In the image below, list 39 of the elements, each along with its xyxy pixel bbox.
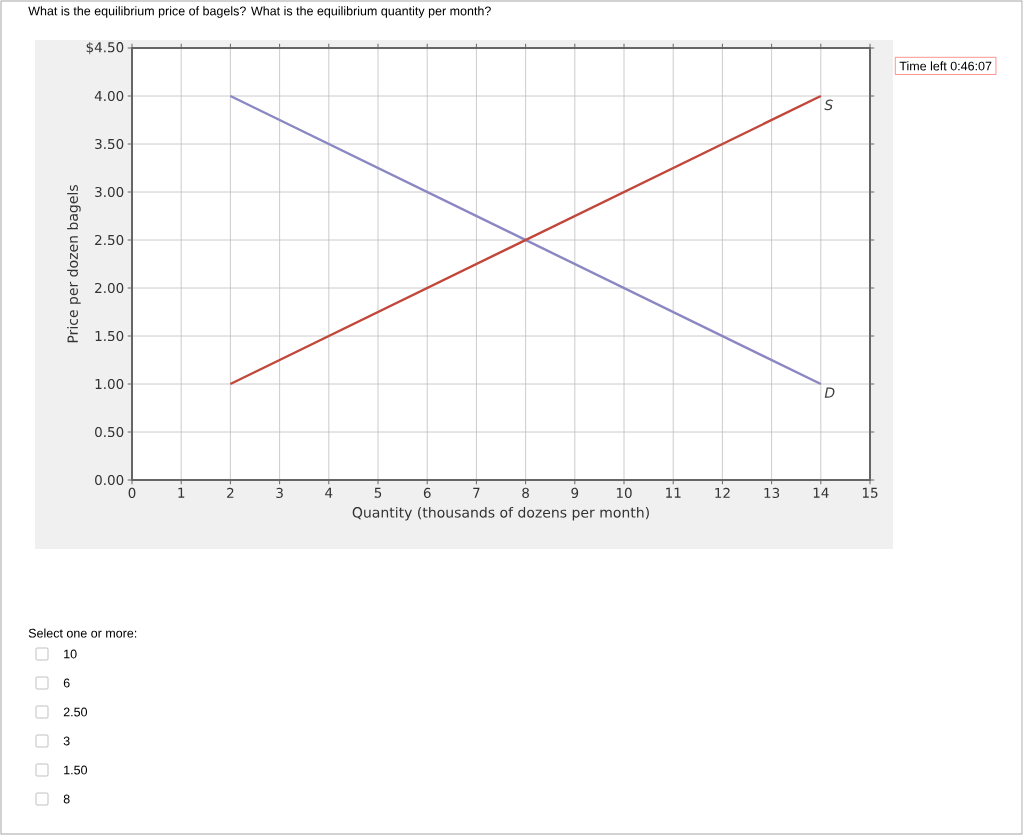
x-tick-label: 12 [715, 487, 730, 498]
y-tick-label: 0.00 [95, 474, 124, 486]
text: 1.50 [64, 765, 88, 775]
y-tick-label: 4.00 [94, 90, 124, 102]
y-tick-label: $4.50 [86, 41, 124, 55]
x-tick-label: 1 [178, 487, 185, 498]
x-tick-label: 15 [862, 487, 878, 498]
series-label: D [824, 387, 835, 398]
x-tick-label: 9 [571, 487, 579, 499]
x-tick-label: 13 [764, 487, 780, 499]
x-tick-label: 7 [473, 487, 480, 498]
x-tick-label: 6 [423, 487, 431, 499]
text: Time left 0:46:07 [899, 61, 992, 71]
y-tick-label: 0.50 [95, 426, 124, 438]
x-tick-label: 10 [616, 487, 632, 499]
x-tick-label: 4 [325, 487, 333, 498]
text: 2.50 [63, 707, 88, 717]
y-tick-label: 2.00 [95, 282, 124, 294]
text: 8 [63, 794, 70, 804]
y-axis-title: Price per dozen bagels [67, 185, 81, 343]
y-tick-label: 1.50 [95, 330, 124, 342]
y-tick-label: 3.00 [95, 186, 124, 198]
text: Select one or more: [28, 628, 137, 638]
x-tick-label: 5 [374, 487, 382, 498]
x-axis-title: Quantity (thousands of dozens per month) [352, 506, 649, 521]
text: 3 [63, 736, 70, 746]
series-label: S [824, 99, 833, 111]
x-tick-label: 2 [227, 487, 234, 498]
y-tick-label: 1.00 [95, 378, 124, 390]
chart-title: What is the equilibrium price of bagels? What is the equilibrium quantity per month? [28, 6, 491, 18]
text: 6 [63, 678, 70, 688]
text: 10 [64, 649, 77, 659]
y-tick-label: 2.50 [95, 234, 124, 246]
y-tick-label: 3.50 [95, 138, 124, 150]
x-tick-label: 11 [666, 487, 681, 498]
x-tick-label: 8 [522, 487, 529, 499]
x-tick-label: 0 [128, 487, 136, 499]
x-tick-label: 14 [813, 487, 829, 498]
x-tick-label: 3 [276, 487, 283, 499]
